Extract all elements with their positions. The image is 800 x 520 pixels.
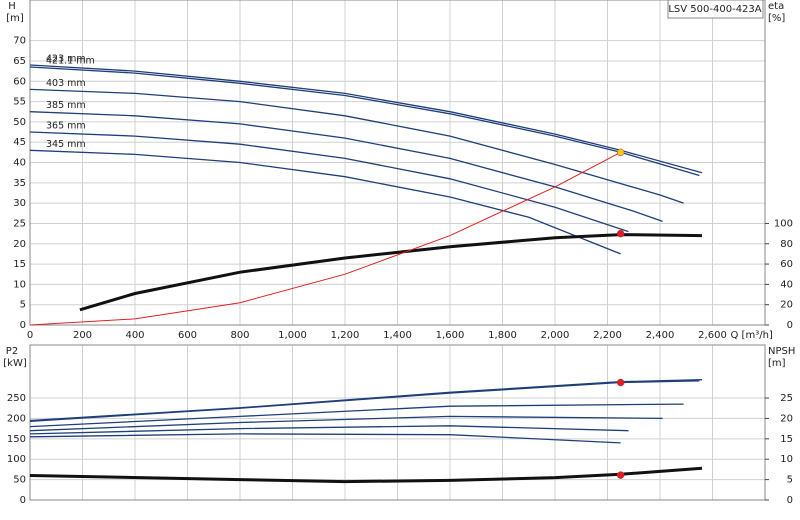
curve [29,403,684,428]
x-tick-label: 600 [178,330,197,341]
y-tick-label: 0 [20,320,26,331]
y-axis-unit: [m] [6,13,24,24]
operating-point [616,378,625,387]
operating-point [616,471,625,479]
curve [29,66,700,177]
x-tick-label: 800 [230,330,249,341]
y-tick-label: 50 [13,475,26,486]
legend-box [667,0,764,19]
curve-label: 365 mm [46,121,86,132]
y2-tick-label: 15 [780,434,793,445]
x-tick-label: 1,800 [488,330,517,341]
curve-label: 403 mm [46,78,86,89]
y2-axis-unit: [m] [768,358,786,369]
y2-axis-unit: [%] [768,13,785,24]
y-tick-label: 25 [13,218,26,229]
y2-tick-label: 0 [787,320,793,331]
y2-tick-label: 5 [787,475,793,486]
y2-tick-label: 40 [780,279,793,290]
y-tick-label: 50 [13,117,26,128]
x-tick-label: 1,400 [383,330,412,341]
curve [29,433,621,444]
y-tick-label: 45 [13,137,26,148]
curve [29,425,629,435]
curve [29,415,663,432]
curve-label: 345 mm [46,139,86,150]
x-tick-label: 1,200 [331,330,360,341]
x-tick-label: 2,400 [646,330,675,341]
y2-tick-label: 20 [780,300,793,311]
y-tick-label: 5 [20,300,26,311]
x-tick-label: 200 [73,330,92,341]
curve-label: 385 mm [46,100,86,111]
y-tick-label: 100 [7,454,26,465]
x-tick-label: 2,600 [698,330,727,341]
y-tick-label: 150 [7,434,26,445]
curve [29,131,629,233]
y2-tick-label: 100 [774,218,793,229]
y2-axis-label: NPSH [768,346,795,357]
x-tick-label: 400 [125,330,144,341]
y-axis-label: P2 [6,346,18,357]
y2-tick-label: 20 [780,413,793,424]
x-tick-label: 2,200 [593,330,622,341]
plot-frame [29,344,766,501]
y2-tick-label: 10 [780,454,793,465]
y2-tick-label: 0 [787,495,793,506]
x-tick-label: 2,000 [541,330,570,341]
y-tick-label: 20 [13,239,26,250]
y-tick-label: 60 [13,76,26,87]
curve-label: 423 mm [46,54,86,65]
y-tick-label: 30 [13,198,26,209]
y2-tick-label: 60 [780,259,793,270]
y-axis-unit: [kW] [3,358,27,369]
x-tick-label: 1,600 [436,330,465,341]
y-tick-label: 250 [7,393,26,404]
y2-tick-label: 80 [780,239,793,250]
legend-title: LSV 500-400-423A [668,4,761,15]
x-tick-label: 1,000 [278,330,307,341]
y-tick-label: 15 [13,259,26,270]
y2-axis-label: eta [768,1,784,12]
y-tick-label: 0 [20,495,26,506]
y-tick-label: 10 [13,279,26,290]
y-tick-label: 55 [13,97,26,108]
y-tick-label: 35 [13,178,26,189]
y-tick-label: 40 [13,158,26,169]
y-axis-label: H [8,1,16,12]
curve [79,233,703,312]
curve [29,380,700,422]
y-tick-label: 200 [7,413,26,424]
curve [29,149,621,255]
operating-point [616,229,625,238]
x-tick-label: 0 [27,330,33,341]
y2-tick-label: 25 [780,393,793,404]
y-tick-label: 70 [13,36,26,47]
curve [29,64,703,174]
curve-label: 421.1 mm [46,56,95,67]
operating-point [616,148,625,157]
plot-frame [29,0,766,326]
x-axis-label: Q [m³/h] [731,330,773,341]
curve [29,88,684,204]
y-tick-label: 65 [13,56,26,67]
curve [29,111,663,223]
curve [29,151,621,326]
